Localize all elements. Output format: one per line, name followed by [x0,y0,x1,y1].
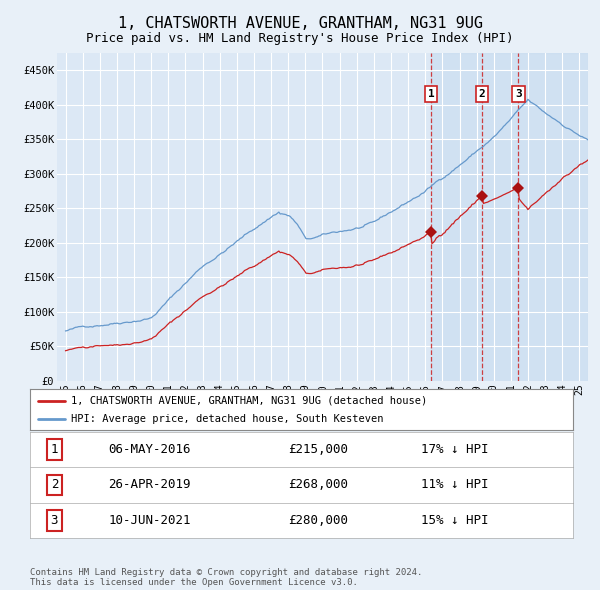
Text: 10-JUN-2021: 10-JUN-2021 [108,514,191,527]
Text: Price paid vs. HM Land Registry's House Price Index (HPI): Price paid vs. HM Land Registry's House … [86,32,514,45]
Text: 2: 2 [479,89,485,99]
Text: 1: 1 [428,89,434,99]
Text: 3: 3 [50,514,58,527]
Text: 26-APR-2019: 26-APR-2019 [108,478,191,491]
Bar [431,53,588,381]
Text: Contains HM Land Registry data © Crown copyright and database right 2024.
This d: Contains HM Land Registry data © Crown c… [30,568,422,587]
Text: 1: 1 [50,443,58,456]
Text: 1, CHATSWORTH AVENUE, GRANTHAM, NG31 9UG (detached house): 1, CHATSWORTH AVENUE, GRANTHAM, NG31 9UG… [71,396,427,406]
Text: £280,000: £280,000 [288,514,348,527]
Text: 2: 2 [50,478,58,491]
Text: 1, CHATSWORTH AVENUE, GRANTHAM, NG31 9UG: 1, CHATSWORTH AVENUE, GRANTHAM, NG31 9UG [118,16,482,31]
Text: HPI: Average price, detached house, South Kesteven: HPI: Average price, detached house, Sout… [71,415,383,424]
Text: £215,000: £215,000 [288,443,348,456]
Text: 11% ↓ HPI: 11% ↓ HPI [421,478,488,491]
Text: 3: 3 [515,89,522,99]
Text: £268,000: £268,000 [288,478,348,491]
Text: 17% ↓ HPI: 17% ↓ HPI [421,443,488,456]
Text: 15% ↓ HPI: 15% ↓ HPI [421,514,488,527]
Text: 06-MAY-2016: 06-MAY-2016 [108,443,191,456]
